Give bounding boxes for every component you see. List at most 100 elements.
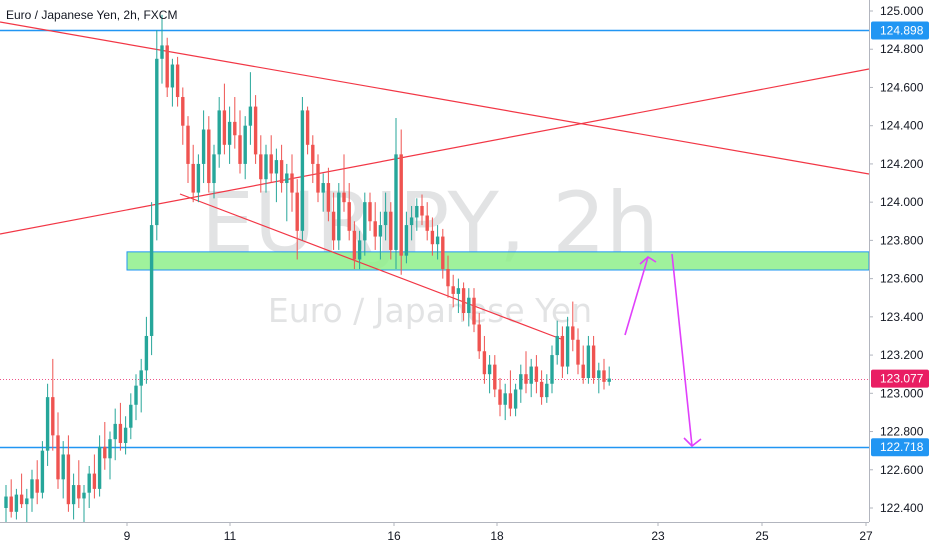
projection-arrow-down[interactable] <box>671 253 693 447</box>
trendline-lower-descending[interactable] <box>179 193 562 340</box>
time-tick-label: 25 <box>755 529 769 543</box>
candle <box>217 97 221 168</box>
candle <box>368 192 372 231</box>
candle-body <box>144 335 149 371</box>
candle <box>316 154 320 203</box>
candle-body <box>550 355 554 384</box>
candle <box>461 282 466 321</box>
candle <box>586 335 591 384</box>
candle <box>30 469 34 512</box>
candle-body <box>607 378 611 382</box>
candle-body <box>217 110 221 155</box>
candle-body <box>71 485 76 505</box>
candle <box>56 412 60 489</box>
candle <box>129 393 133 440</box>
candle <box>269 135 273 184</box>
candle-body <box>373 221 377 237</box>
candle-body <box>97 446 102 489</box>
candle <box>108 431 112 480</box>
current-price-badge-label: 123.077 <box>880 372 924 386</box>
candle <box>113 408 117 461</box>
candle <box>482 335 487 384</box>
candle <box>446 255 450 298</box>
candle <box>274 148 279 203</box>
candle-body <box>196 163 201 193</box>
candle-body <box>285 173 289 184</box>
price-tick-label: 122.400 <box>880 501 924 515</box>
projection-arrows[interactable] <box>624 253 702 448</box>
candle <box>357 230 362 270</box>
current-price-badge[interactable]: 123.077 <box>871 369 929 388</box>
candle <box>175 56 180 107</box>
candle-body <box>14 494 19 512</box>
candle <box>571 301 575 352</box>
candle <box>321 173 325 212</box>
candle <box>207 116 211 193</box>
price-tick-label: 122.600 <box>880 463 924 477</box>
candle <box>40 441 45 499</box>
candle-body <box>383 211 388 226</box>
price-tick-label: 125.000 <box>880 4 924 18</box>
candle <box>409 205 414 241</box>
candle-body <box>482 351 487 375</box>
candle-body <box>513 389 518 409</box>
candle <box>477 313 481 359</box>
candle-body <box>477 324 481 352</box>
candle <box>264 144 268 193</box>
candle-body <box>191 163 195 193</box>
candle-body <box>61 454 65 480</box>
candle <box>259 135 263 193</box>
level-price-badge-2-bg <box>871 438 929 457</box>
price-tick-label: 123.000 <box>880 386 924 400</box>
candle <box>222 83 227 155</box>
candle-body <box>378 225 383 237</box>
candle <box>186 116 190 184</box>
candle-body <box>441 236 445 270</box>
candle-body <box>290 173 294 193</box>
candle-body <box>347 202 351 231</box>
price-axis-ticks: 125.000 124.800 124.600 124.400 124.200 124.0… <box>869 4 924 515</box>
candle-body <box>108 439 112 459</box>
candle-body <box>160 45 164 59</box>
candle <box>378 211 383 260</box>
candle <box>576 328 580 375</box>
candle <box>51 358 55 451</box>
price-tick-label: 124.200 <box>880 157 924 171</box>
candle <box>347 183 351 241</box>
price-axis[interactable] <box>869 0 932 522</box>
support-resistance-zone[interactable] <box>126 251 870 271</box>
time-tick-label: 9 <box>124 529 131 543</box>
candle <box>607 366 611 386</box>
candle-body <box>451 286 455 294</box>
candle-body <box>519 374 523 390</box>
candle <box>155 30 159 241</box>
candle-body <box>576 339 580 365</box>
candle-body <box>118 423 123 444</box>
projection-arrow-up[interactable] <box>624 256 649 336</box>
level-price-badge-1[interactable]: 124.898 <box>871 21 929 40</box>
trendline-upper-descending[interactable] <box>0 21 870 175</box>
candle-body <box>597 370 601 379</box>
candle <box>503 383 507 421</box>
candle <box>529 358 533 398</box>
projection-arrow-down-head <box>683 437 702 448</box>
candle-body <box>279 160 284 184</box>
candle <box>191 144 195 203</box>
current-price-badge-bg <box>871 369 929 388</box>
candle-body <box>311 144 315 164</box>
level-price-badge-2[interactable]: 122.718 <box>871 438 929 457</box>
trendline-ascending[interactable] <box>0 68 870 235</box>
time-axis[interactable] <box>0 522 869 550</box>
candle <box>441 228 445 279</box>
trendline-layer[interactable] <box>0 21 870 340</box>
candle <box>212 144 216 199</box>
time-tick-label: 23 <box>651 529 665 543</box>
candle-body <box>409 217 414 226</box>
candle <box>71 473 76 520</box>
level-price-badge-1-bg <box>871 21 929 40</box>
candle-body <box>35 479 39 493</box>
candle <box>201 110 206 184</box>
candle <box>181 87 185 145</box>
